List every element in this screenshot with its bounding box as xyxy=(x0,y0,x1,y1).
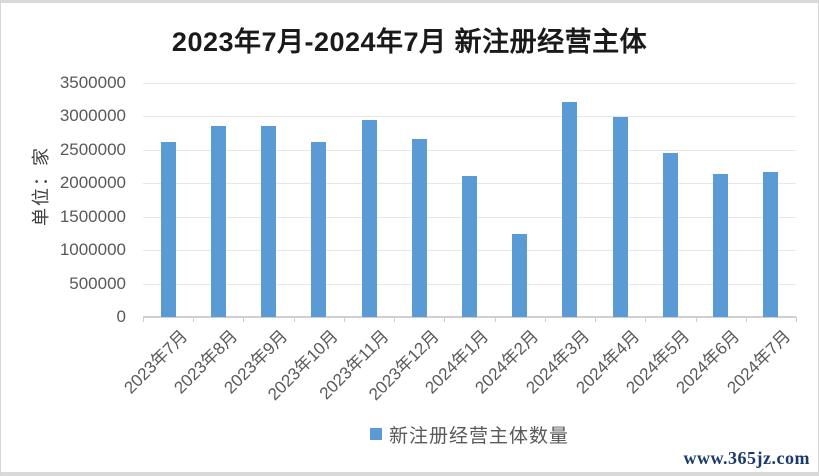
legend: 新注册经营主体数量 xyxy=(143,421,796,447)
bar-2023年8月 xyxy=(210,125,226,317)
x-axis-tick xyxy=(193,317,195,322)
y-tick-label: 1500000 xyxy=(59,206,126,226)
bar-2024年5月 xyxy=(662,153,678,317)
x-axis-tick xyxy=(645,317,647,322)
x-axis-tick xyxy=(343,317,345,322)
bar-2024年6月 xyxy=(713,173,729,317)
y-tick-label: 2500000 xyxy=(59,139,126,159)
bar-2024年1月 xyxy=(462,175,477,317)
gridline xyxy=(143,83,796,84)
y-tick-label: 3000000 xyxy=(59,106,126,126)
gridline xyxy=(143,116,796,118)
x-axis-tick xyxy=(143,317,144,322)
y-axis-unit-label: 单位：家 xyxy=(31,146,51,226)
y-tick-label: 500000 xyxy=(69,273,126,293)
watermark-text: www.365jz.com xyxy=(683,448,810,468)
bar-2023年11月 xyxy=(361,119,377,317)
bar-2023年10月 xyxy=(311,141,327,317)
bar-2023年9月 xyxy=(261,126,277,317)
x-axis-tick xyxy=(293,317,295,322)
bar-2023年7月 xyxy=(160,141,176,317)
bottom-border-strip xyxy=(1,472,818,476)
bar-2024年4月 xyxy=(612,117,628,317)
bar-2024年7月 xyxy=(763,171,779,317)
x-axis-tick xyxy=(394,317,396,322)
y-tick-label: 3500000 xyxy=(59,73,126,92)
legend-swatch-icon xyxy=(369,428,382,440)
x-axis-tick xyxy=(494,317,496,322)
bar-2023年12月 xyxy=(411,138,427,317)
bar-2024年3月 xyxy=(562,101,578,317)
x-axis-labels: 2023年7月 2023年8月 2023年9月 2023年10月 2023年11月 202… xyxy=(1,323,818,413)
x-axis-tick xyxy=(796,317,797,322)
y-tick-label: 1000000 xyxy=(59,240,126,260)
x-axis-line xyxy=(143,316,796,318)
y-tick-label: 0 xyxy=(116,307,126,326)
bar-2024年2月 xyxy=(512,234,528,317)
x-axis-tick xyxy=(243,317,245,322)
legend-label: 新注册经营主体数量 xyxy=(388,425,569,447)
y-tick-label: 2000000 xyxy=(59,173,126,193)
top-border-strip xyxy=(1,0,818,3)
plot-area xyxy=(143,83,797,322)
chart-title: 2023年7月-2024年7月 新注册经营主体 xyxy=(171,27,648,57)
x-axis-tick xyxy=(695,317,697,322)
x-axis-tick xyxy=(544,317,546,322)
x-axis-tick xyxy=(444,317,446,322)
gridline xyxy=(143,149,796,151)
x-axis-tick xyxy=(595,317,597,322)
x-axis-tick xyxy=(745,317,747,322)
